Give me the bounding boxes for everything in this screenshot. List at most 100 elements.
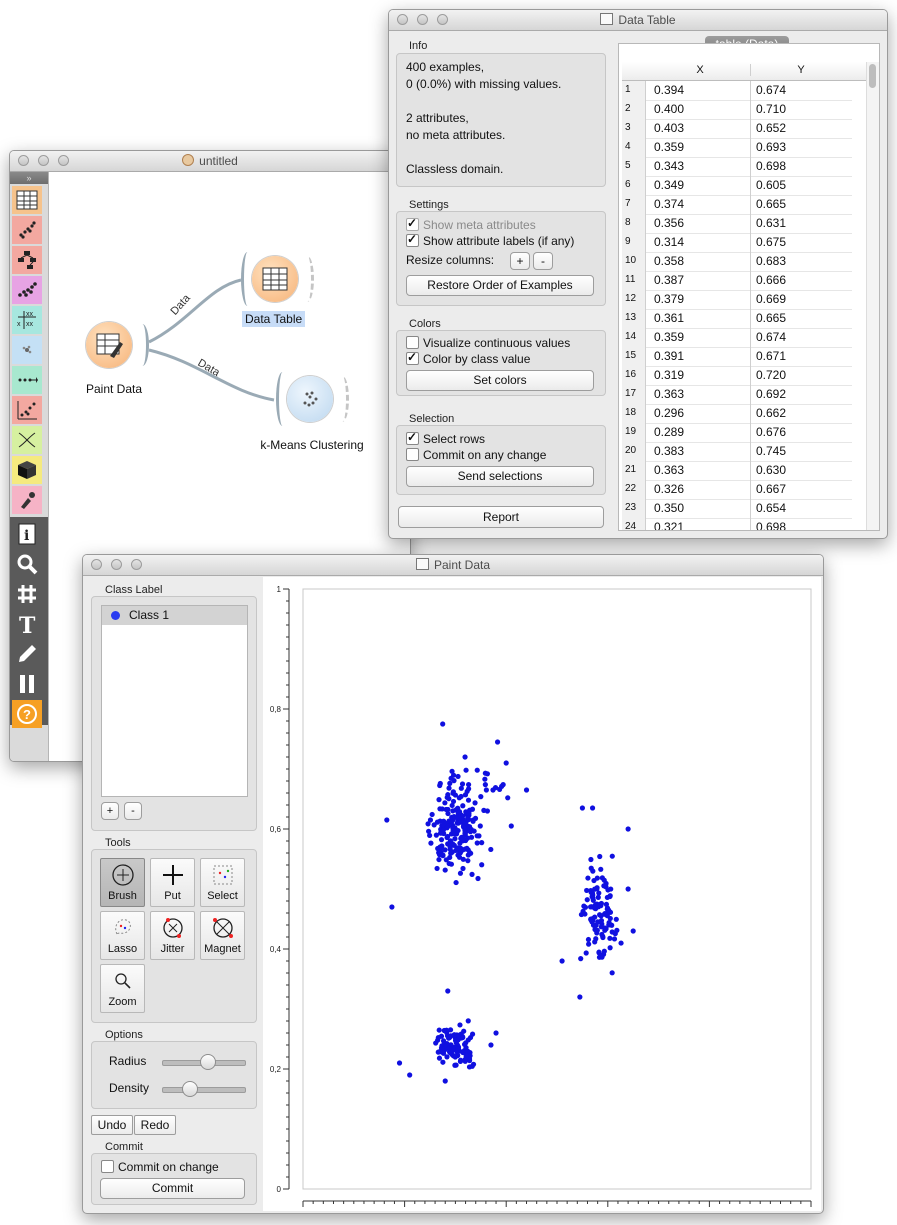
- kmeans-node-output-anchor[interactable]: [336, 376, 349, 422]
- table-row[interactable]: 19 0.289 0.676: [622, 423, 852, 443]
- kmeans-node[interactable]: [287, 376, 333, 422]
- table-row[interactable]: 8 0.356 0.631: [622, 214, 852, 234]
- column-header-y[interactable]: Y: [750, 64, 851, 76]
- tree-icon[interactable]: [12, 246, 42, 274]
- put-tool[interactable]: Put: [150, 858, 195, 907]
- resize-minus-button[interactable]: -: [533, 252, 553, 270]
- visualize-continuous-checkbox[interactable]: Visualize continuous values: [406, 336, 570, 350]
- radius-slider-knob[interactable]: [200, 1054, 217, 1070]
- jitter-tool[interactable]: Jitter: [150, 911, 195, 960]
- table-row[interactable]: 7 0.374 0.665: [622, 195, 852, 215]
- kmeans-node-label[interactable]: k-Means Clustering: [260, 438, 364, 452]
- table-row[interactable]: 13 0.361 0.665: [622, 309, 852, 329]
- table-row[interactable]: 21 0.363 0.630: [622, 461, 852, 481]
- table-row[interactable]: 22 0.326 0.667: [622, 480, 852, 500]
- close-window-button[interactable]: [18, 155, 29, 166]
- cube-icon[interactable]: [12, 456, 42, 484]
- class-list[interactable]: Class 1: [101, 605, 248, 797]
- table-row[interactable]: 17 0.363 0.692: [622, 385, 852, 405]
- table-row[interactable]: 24 0.321 0.698: [622, 518, 852, 530]
- scatter-purple-icon[interactable]: [12, 276, 42, 304]
- text-icon[interactable]: T: [12, 610, 42, 638]
- lasso-tool[interactable]: Lasso: [100, 911, 145, 960]
- data-table-node-output-anchor[interactable]: [301, 256, 314, 302]
- close-window-button[interactable]: [91, 559, 102, 570]
- scatter-red-icon[interactable]: [12, 396, 42, 424]
- magnet-tool[interactable]: Magnet: [200, 911, 245, 960]
- kmeans-icon[interactable]: [12, 336, 42, 364]
- commit-any-change-checkbox[interactable]: Commit on any change: [406, 448, 546, 462]
- scatter-plot[interactable]: 00.20.40.60.8100,20,40,60,81: [263, 577, 821, 1211]
- pause-icon[interactable]: [12, 670, 42, 698]
- table-row[interactable]: 9 0.314 0.675: [622, 233, 852, 253]
- paint-data-node-label[interactable]: Paint Data: [85, 382, 143, 396]
- confusion-matrix-icon[interactable]: xx x xx: [12, 306, 42, 334]
- minimize-window-button[interactable]: [417, 14, 428, 25]
- table-row[interactable]: 10 0.358 0.683: [622, 252, 852, 272]
- resize-plus-button[interactable]: +: [510, 252, 530, 270]
- data-table-icon[interactable]: [12, 186, 42, 214]
- paint-icon[interactable]: [12, 486, 42, 514]
- table-row[interactable]: 4 0.359 0.693: [622, 138, 852, 158]
- table-row[interactable]: 5 0.343 0.698: [622, 157, 852, 177]
- pen-icon[interactable]: [12, 640, 42, 668]
- table-row[interactable]: 14 0.359 0.674: [622, 328, 852, 348]
- restore-order-button[interactable]: Restore Order of Examples: [406, 275, 594, 296]
- report-button[interactable]: Report: [398, 506, 604, 528]
- table-scrollbar[interactable]: [866, 62, 879, 530]
- line-dots-icon[interactable]: [12, 366, 42, 394]
- show-labels-checkbox[interactable]: Show attribute labels (if any): [406, 232, 574, 248]
- remove-class-button[interactable]: -: [124, 802, 142, 820]
- zoom-icon[interactable]: [12, 550, 42, 578]
- zoom-window-button[interactable]: [58, 155, 69, 166]
- commit-button[interactable]: Commit: [100, 1178, 245, 1199]
- kmeans-node-input-anchor[interactable]: [276, 372, 289, 426]
- table-row[interactable]: 2 0.400 0.710: [622, 100, 852, 120]
- info-icon[interactable]: i: [12, 520, 42, 548]
- table-row[interactable]: 18 0.296 0.662: [622, 404, 852, 424]
- table-row[interactable]: 1 0.394 0.674: [622, 81, 852, 101]
- color-by-class-checkbox[interactable]: Color by class value: [406, 350, 530, 366]
- density-slider-knob[interactable]: [182, 1081, 199, 1097]
- expand-toolbar-icon[interactable]: »: [10, 172, 48, 184]
- zoom-window-button[interactable]: [437, 14, 448, 25]
- density-slider[interactable]: [162, 1087, 246, 1093]
- minimize-window-button[interactable]: [111, 559, 122, 570]
- scatter-plot-area[interactable]: 00.20.40.60.8100,20,40,60,81: [263, 577, 821, 1211]
- close-window-button[interactable]: [397, 14, 408, 25]
- scatter-plot-icon[interactable]: [12, 216, 42, 244]
- data-table-grid[interactable]: X Y 1 0.394 0.674 2 0.400 0.710 3 0.403 0.652 4 0.…: [618, 43, 880, 531]
- table-scrollbar-thumb[interactable]: [869, 64, 876, 88]
- add-class-button[interactable]: +: [101, 802, 119, 820]
- class-list-item[interactable]: Class 1: [102, 606, 247, 625]
- table-row[interactable]: 11 0.387 0.666: [622, 271, 852, 291]
- zoom-window-button[interactable]: [131, 559, 142, 570]
- table-row[interactable]: 3 0.403 0.652: [622, 119, 852, 139]
- paint-data-node[interactable]: [86, 322, 132, 368]
- dna-icon[interactable]: [12, 426, 42, 454]
- table-row[interactable]: 23 0.350 0.654: [622, 499, 852, 519]
- column-header-x[interactable]: X: [696, 64, 704, 76]
- commit-on-change-checkbox[interactable]: Commit on change: [101, 1160, 219, 1174]
- undo-button[interactable]: Undo: [91, 1115, 133, 1135]
- brush-tool[interactable]: Brush: [100, 858, 145, 907]
- grid-icon[interactable]: [12, 580, 42, 608]
- send-selections-button[interactable]: Send selections: [406, 466, 594, 487]
- zoom-tool[interactable]: Zoom: [100, 964, 145, 1013]
- table-row[interactable]: 6 0.349 0.605: [622, 176, 852, 196]
- redo-button[interactable]: Redo: [134, 1115, 176, 1135]
- data-table-node-input-anchor[interactable]: [241, 252, 254, 306]
- set-colors-button[interactable]: Set colors: [406, 370, 594, 391]
- data-table-node[interactable]: [252, 256, 298, 302]
- minimize-window-button[interactable]: [38, 155, 49, 166]
- data-table-node-label[interactable]: Data Table: [242, 311, 306, 327]
- select-tool[interactable]: Select: [200, 858, 245, 907]
- help-icon[interactable]: ?: [12, 700, 42, 728]
- table-row[interactable]: 20 0.383 0.745: [622, 442, 852, 462]
- table-row[interactable]: 15 0.391 0.671: [622, 347, 852, 367]
- select-rows-checkbox[interactable]: Select rows: [406, 430, 485, 446]
- table-row[interactable]: 12 0.379 0.669: [622, 290, 852, 310]
- table-row[interactable]: 16 0.319 0.720: [622, 366, 852, 386]
- show-meta-checkbox[interactable]: Show meta attributes: [406, 216, 536, 232]
- paint-data-node-anchor[interactable]: [136, 324, 149, 366]
